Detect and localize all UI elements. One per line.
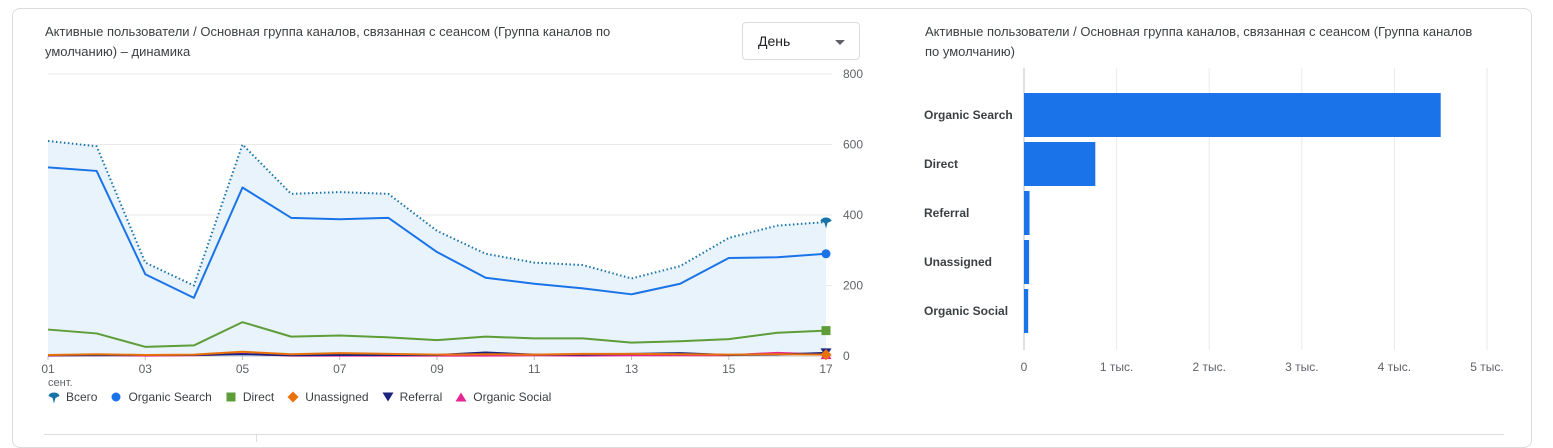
x-tick-label: 17 <box>819 362 833 376</box>
series-line-organic-search <box>47 166 827 299</box>
x-tick-label: 15 <box>722 362 736 376</box>
bar <box>1024 191 1030 235</box>
bar <box>1024 142 1096 186</box>
diamond-icon <box>287 391 299 403</box>
bar-category-label: Direct <box>924 157 958 171</box>
legend-item[interactable]: Organic Search <box>109 390 212 404</box>
line-chart-title: Активные пользователи / Основная группа … <box>45 24 611 59</box>
x-tick-label: 07 <box>333 362 347 376</box>
series-line-unassigned <box>47 350 827 356</box>
x-tick-label: 09 <box>430 362 444 376</box>
bar-chart-title: Активные пользователи / Основная группа … <box>925 24 1473 59</box>
y-tick-label: 800 <box>843 67 863 81</box>
chart-canvas: 800 600 400 200 0 01 03 05 07 09 11 13 15 17 сент. 0 1 т… <box>41 67 1503 389</box>
x-tick-label: 1 тыс. <box>1100 360 1133 374</box>
x-tick-label: 3 тыс. <box>1285 360 1318 374</box>
legend-item[interactable]: Unassigned <box>286 390 369 404</box>
x-tick-label: 13 <box>625 362 639 376</box>
x-tick-label: 05 <box>236 362 250 376</box>
period-dropdown[interactable]: День <box>742 22 860 60</box>
series-endpoint-marker <box>821 326 831 336</box>
y-tick-label: 200 <box>843 279 863 293</box>
bar <box>1024 289 1029 333</box>
y-tick-label: 0 <box>843 349 850 363</box>
x-tick-label: 5 тыс. <box>1470 360 1503 374</box>
series-line-всего <box>47 139 827 287</box>
line-chart-legend: Всего Organic Search Direct Unassigned Refer… <box>47 390 551 404</box>
x-tick-label: 2 тыс. <box>1192 360 1225 374</box>
legend-label: Всего <box>66 390 98 404</box>
bar-category-label: Organic Search <box>924 108 1013 122</box>
legend-label: Direct <box>242 390 275 404</box>
legend-item[interactable]: Всего <box>47 390 97 404</box>
period-dropdown-value: День <box>758 33 791 49</box>
x-sub-label: сент. <box>48 377 73 389</box>
x-tick-label: 03 <box>139 362 153 376</box>
legend-label: Unassigned <box>305 390 369 404</box>
bar-category-label: Referral <box>924 206 969 220</box>
series-endpoint-marker <box>821 249 831 259</box>
bar <box>1024 240 1030 284</box>
bar <box>1024 93 1441 137</box>
square-icon <box>226 392 236 402</box>
legend-item[interactable]: Direct <box>224 390 274 404</box>
x-tick-label: 11 <box>528 362 541 376</box>
x-tick-label: 4 тыс. <box>1378 360 1411 374</box>
chevron-down-icon <box>835 40 845 45</box>
bar-category-label: Unassigned <box>924 255 992 269</box>
legend-item[interactable]: Organic Social <box>454 390 551 404</box>
legend-label: Organic Search <box>128 390 212 404</box>
y-tick-label: 600 <box>843 138 863 152</box>
triangle-up-icon <box>455 392 467 402</box>
x-tick-label: 0 <box>1021 360 1028 374</box>
triangle-down-icon <box>382 392 394 402</box>
series-endpoint-marker <box>820 217 832 229</box>
y-tick-label: 400 <box>843 208 863 222</box>
x-tick-label: 01 <box>41 362 55 376</box>
divider <box>256 434 257 442</box>
legend-label: Organic Social <box>473 390 552 404</box>
legend-item[interactable]: Referral <box>381 390 443 404</box>
series-line-direct <box>47 321 827 348</box>
legend-label: Referral <box>399 390 443 404</box>
bar-category-label: Organic Social <box>924 304 1008 318</box>
total-area <box>48 140 826 356</box>
series-endpoint-marker <box>820 349 832 361</box>
pin-icon <box>48 392 60 404</box>
circle-icon <box>111 392 121 402</box>
divider <box>44 434 1504 435</box>
